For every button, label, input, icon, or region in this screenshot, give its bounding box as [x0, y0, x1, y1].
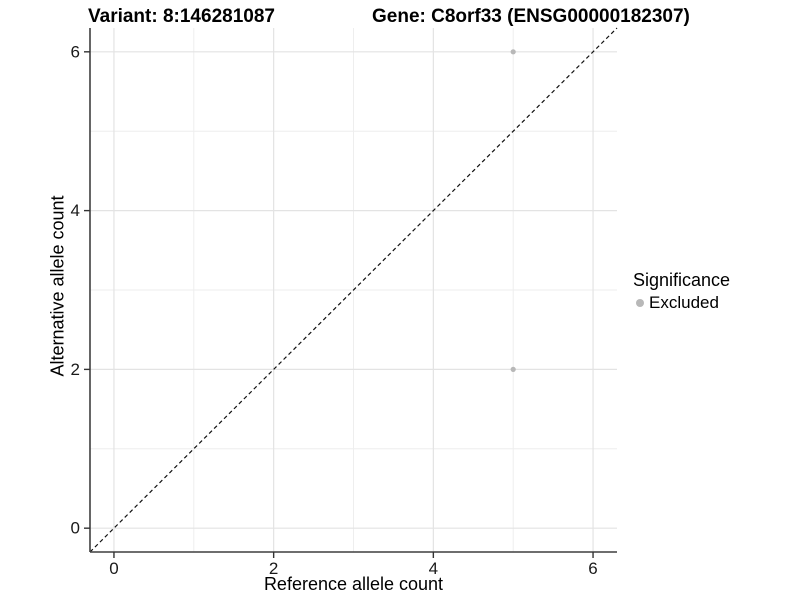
x-axis-tick-label: 2: [269, 559, 278, 578]
x-axis-tick-label: 0: [109, 559, 118, 578]
identity-reference-line: [89, 27, 618, 553]
legend-item-label: Excluded: [649, 293, 719, 312]
legend-item-excluded: Excluded: [633, 293, 730, 313]
x-axis-title: Reference allele count: [263, 574, 444, 594]
y-axis-tick-label: 4: [71, 201, 80, 220]
y-axis-title: Alternative allele count: [47, 195, 68, 377]
x-axis-tick-label: 4: [429, 559, 438, 578]
data-point-excluded: [510, 49, 516, 55]
y-axis-tick-label: 0: [71, 519, 80, 538]
x-axis-tick-label: 6: [588, 559, 597, 578]
legend: Significance Excluded: [633, 270, 730, 313]
legend-title: Significance: [633, 270, 731, 290]
legend-point-icon: [636, 299, 644, 307]
data-point-excluded: [510, 366, 516, 372]
y-axis-tick-label: 2: [71, 360, 80, 379]
y-axis-tick-label: 6: [71, 42, 80, 61]
plot-title-gene: Gene: C8orf33 (ENSG00000182307): [372, 6, 690, 27]
plot-title-variant: Variant: 8:146281087: [88, 6, 275, 27]
